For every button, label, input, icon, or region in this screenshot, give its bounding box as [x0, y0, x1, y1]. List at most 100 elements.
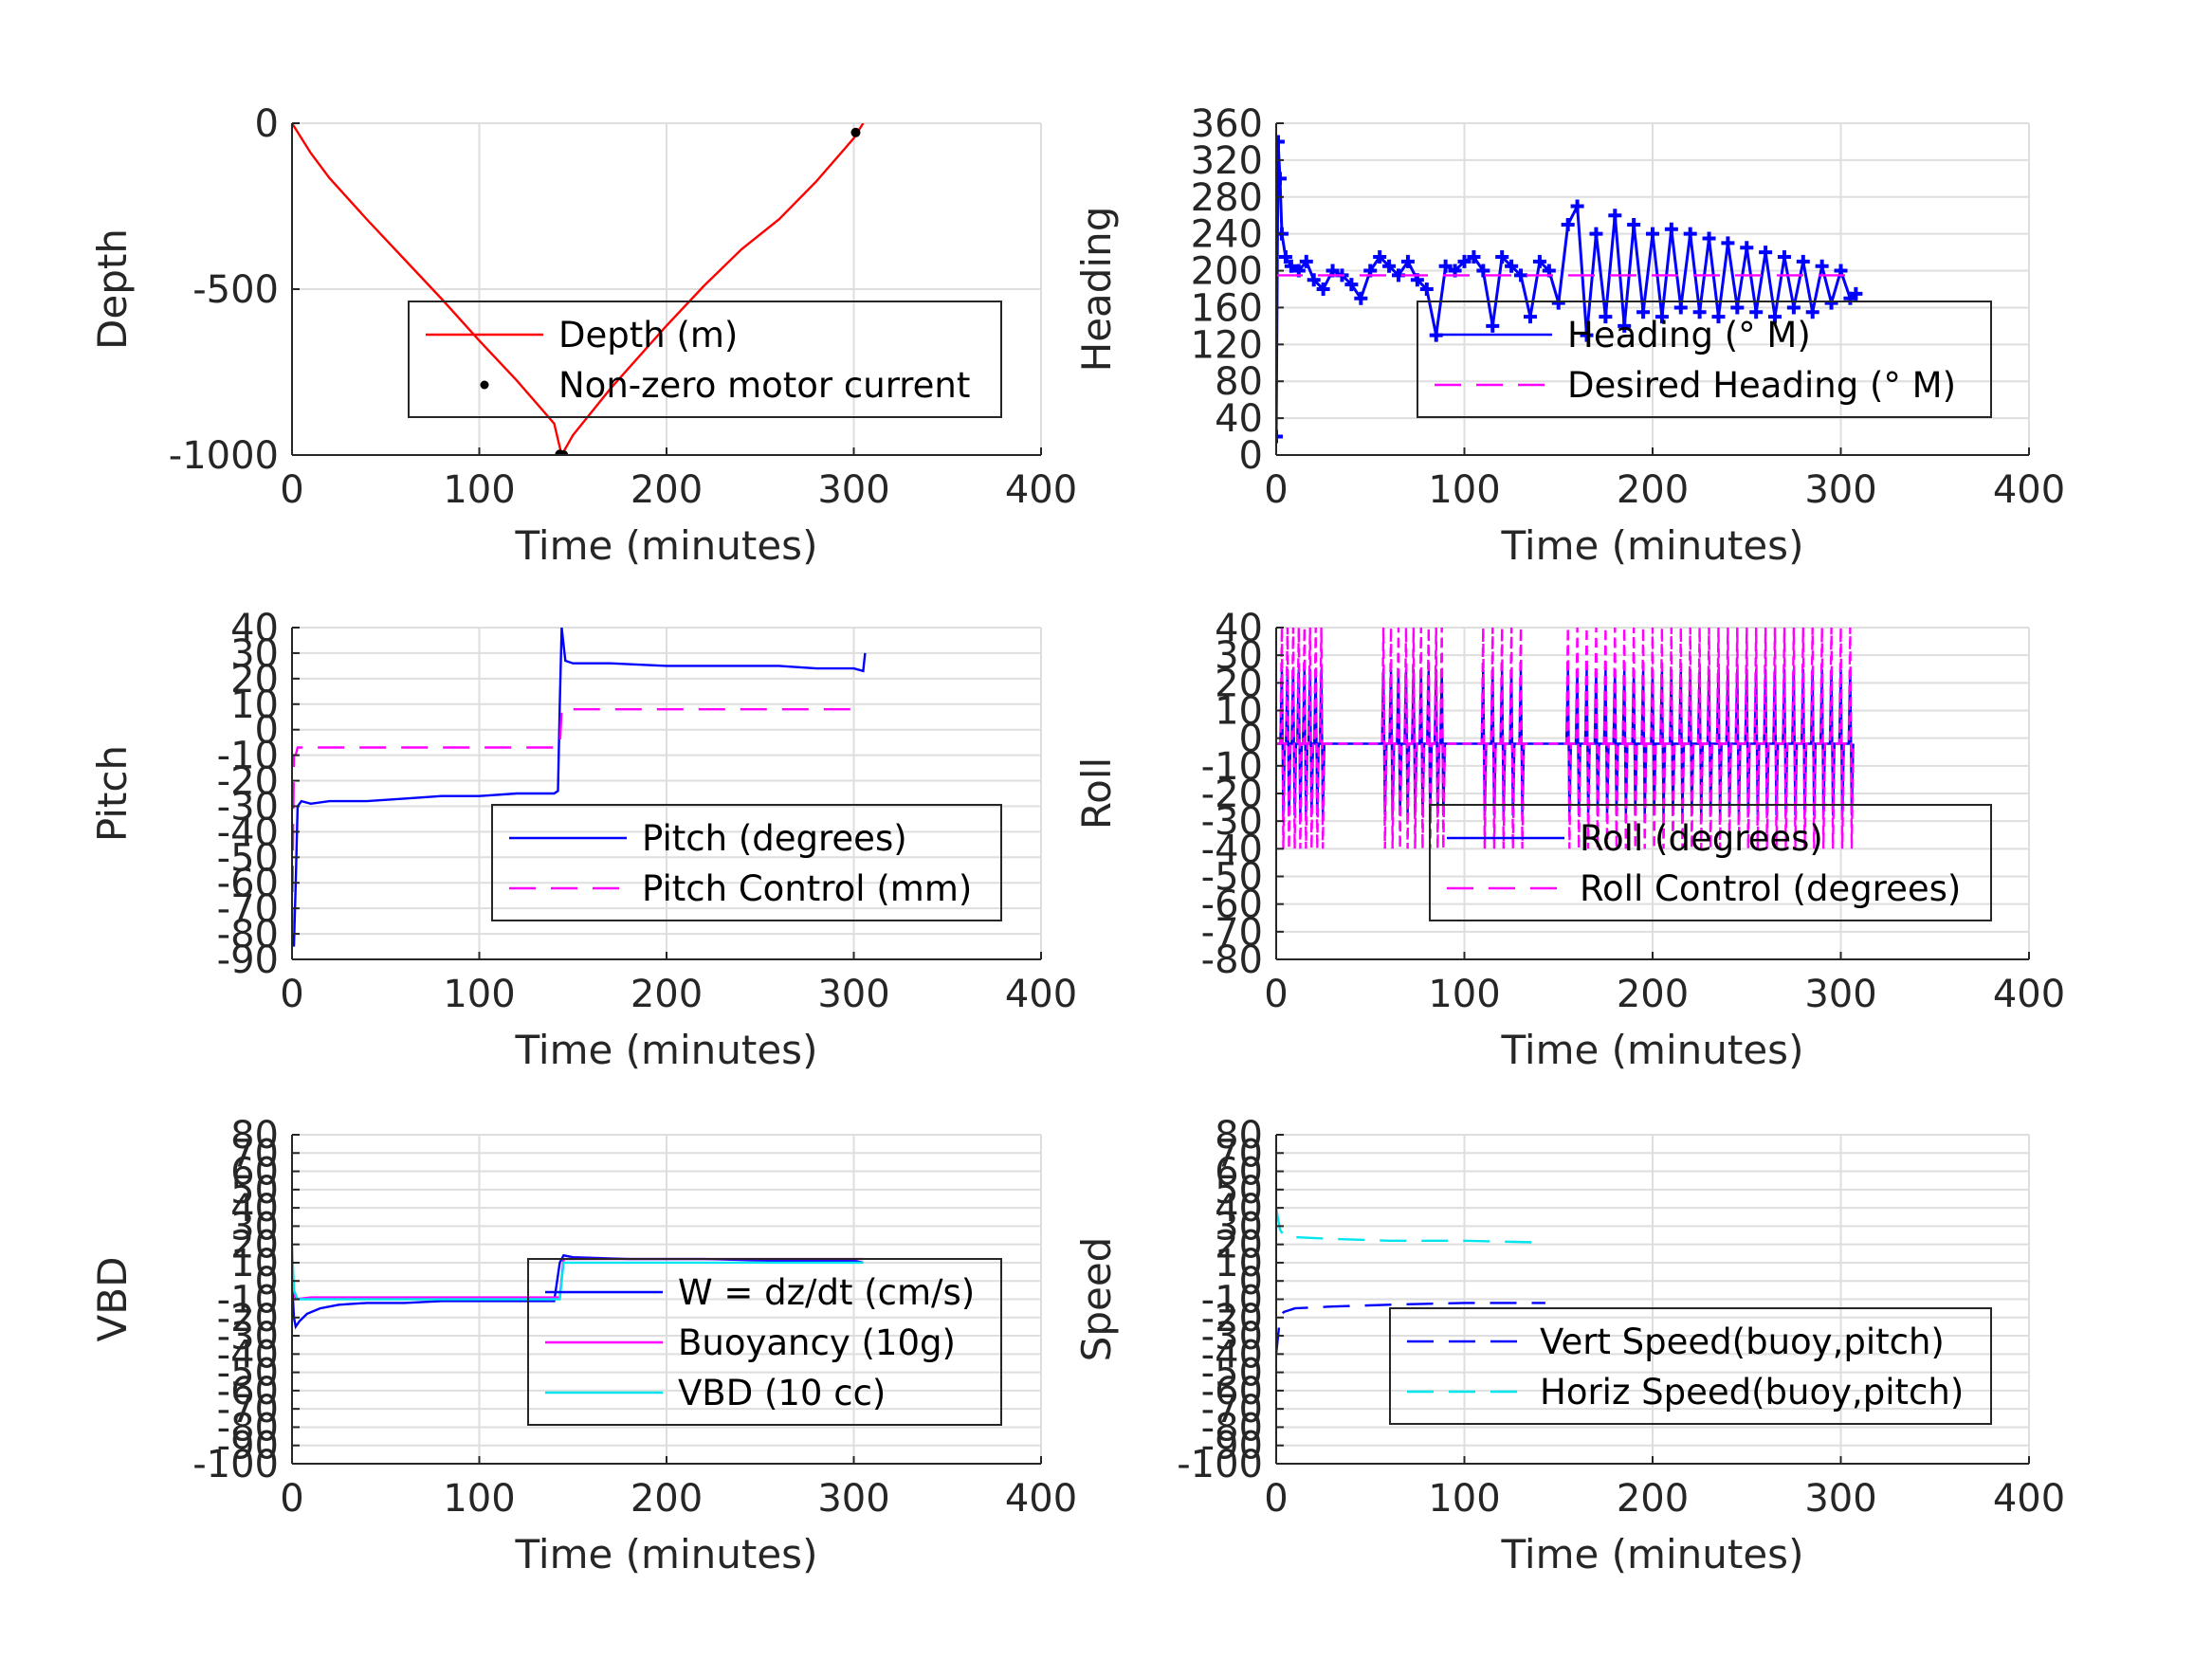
legend-box	[1417, 301, 1992, 418]
y-tick-label: 10	[1215, 1242, 1263, 1285]
series-group	[292, 123, 865, 455]
y-tick-label: 120	[1191, 323, 1263, 367]
data-point	[1438, 259, 1453, 273]
y-tick-label: 40	[1215, 397, 1263, 441]
y-tick-label: -40	[217, 1333, 279, 1376]
y-tick-label: -50	[1201, 856, 1263, 900]
legend-label: Heading (° M)	[1567, 315, 1811, 356]
legend-label: Buoyancy (10g)	[678, 1322, 956, 1363]
data-point	[1824, 296, 1838, 310]
data-point	[1646, 227, 1659, 241]
y-tick-label: -50	[217, 1352, 279, 1395]
data-point	[558, 450, 569, 455]
y-tick-label: 200	[1191, 250, 1263, 294]
series-group	[1276, 628, 1855, 849]
x-tick-label: 100	[1428, 973, 1500, 1016]
data-point	[1608, 209, 1622, 223]
y-tick-label: 60	[1215, 1151, 1263, 1194]
data-point	[1777, 249, 1791, 264]
x-tick-label: 0	[280, 468, 303, 512]
x-axis-label: Time (minutes)	[1501, 1531, 1804, 1577]
data-point	[1618, 319, 1632, 333]
y-tick-label: -80	[1201, 1406, 1263, 1449]
legend-box	[408, 301, 1002, 418]
y-tick-label: 240	[1191, 213, 1263, 257]
y-tick-label: -50	[217, 836, 279, 880]
legend-marker	[480, 380, 489, 390]
y-axis-label: Pitch	[89, 745, 136, 842]
y-tick-label: 50	[230, 1169, 279, 1212]
chart-panel: 0 100 200 300 400403020100-10-20-30-40-50-60…	[89, 607, 1077, 1073]
legend-label: Horiz Speed(buoy,pitch)	[1540, 1372, 1964, 1413]
legend: Pitch (degrees) Pitch Control (mm)	[491, 804, 1002, 921]
legend-label: Desired Heading (° M)	[1567, 365, 1956, 406]
legend-label: Pitch (degrees)	[642, 818, 907, 859]
data-point	[1419, 283, 1434, 296]
series-line	[292, 708, 866, 935]
legend-box	[1429, 804, 1992, 921]
legend-label: Depth (m)	[558, 315, 738, 356]
series-line	[1276, 628, 1855, 849]
y-tick-label: -30	[217, 1315, 279, 1358]
x-tick-label: 200	[631, 468, 703, 512]
y-axis-label: Depth	[89, 228, 136, 350]
data-point	[1692, 305, 1707, 319]
data-point	[1815, 259, 1829, 273]
x-tick-label: 200	[631, 973, 703, 1016]
y-tick-label: 70	[230, 1132, 279, 1176]
y-tick-label: 40	[230, 1187, 279, 1231]
data-point	[1730, 301, 1745, 315]
data-point	[1400, 254, 1415, 268]
x-axis-label: Time (minutes)	[1501, 522, 1804, 569]
x-tick-label: 200	[1617, 973, 1689, 1016]
y-tick-label: 280	[1191, 176, 1263, 220]
x-tick-label: 400	[1993, 1477, 2065, 1521]
legend-box	[1389, 1307, 1992, 1425]
data-point	[1514, 268, 1528, 283]
y-tick-label: 20	[230, 1224, 279, 1267]
x-axis-label: Time (minutes)	[515, 522, 818, 569]
data-point	[1570, 199, 1584, 213]
y-tick-label: -20	[1201, 773, 1263, 816]
y-tick-label: -60	[1201, 1370, 1263, 1413]
y-tick-label: 320	[1191, 139, 1263, 183]
y-tick-label: -70	[1201, 1388, 1263, 1431]
series-group	[292, 628, 867, 947]
y-tick-label: 10	[230, 684, 279, 727]
y-tick-label: -1000	[169, 434, 279, 478]
x-axis-label: Time (minutes)	[515, 1531, 818, 1577]
x-axis-label: Time (minutes)	[515, 1027, 818, 1073]
data-point	[1683, 227, 1697, 241]
y-axis-label: VBD	[89, 1257, 136, 1342]
y-tick-label: 10	[1215, 690, 1263, 734]
data-point	[1523, 310, 1537, 324]
chart-panel: 0 100 200 300 400403020100-10-20-30-40-50-60…	[1073, 607, 2065, 1073]
x-tick-label: 0	[1264, 468, 1288, 512]
legend: Heading (° M) Desired Heading (° M)	[1417, 301, 1992, 418]
y-axis-label: Speed	[1073, 1237, 1120, 1362]
y-tick-label: -80	[1201, 939, 1263, 982]
data-point	[1476, 264, 1490, 278]
y-tick-label: -100	[192, 1443, 279, 1486]
data-point	[1532, 254, 1546, 268]
y-tick-label: -60	[1201, 884, 1263, 927]
data-point	[1561, 217, 1575, 231]
x-tick-label: 200	[1617, 468, 1689, 512]
y-tick-label: -30	[1201, 1315, 1263, 1358]
series-group	[1276, 135, 1863, 444]
data-point	[1599, 310, 1613, 324]
data-point	[1849, 286, 1863, 301]
y-tick-label: -10	[1201, 1279, 1263, 1322]
y-tick-label: -500	[192, 268, 279, 312]
series-line	[292, 1244, 864, 1301]
data-point	[1759, 246, 1773, 260]
y-tick-label: 40	[1215, 607, 1263, 650]
data-point	[1344, 278, 1359, 292]
y-tick-label: -90	[217, 1425, 279, 1468]
data-point	[1354, 291, 1368, 305]
y-tick-label: 20	[1215, 662, 1263, 705]
x-tick-label: 0	[1264, 973, 1288, 1016]
y-tick-label: 10	[230, 1242, 279, 1285]
y-tick-label: -60	[217, 1370, 279, 1413]
y-axis-label: Heading	[1073, 207, 1120, 373]
